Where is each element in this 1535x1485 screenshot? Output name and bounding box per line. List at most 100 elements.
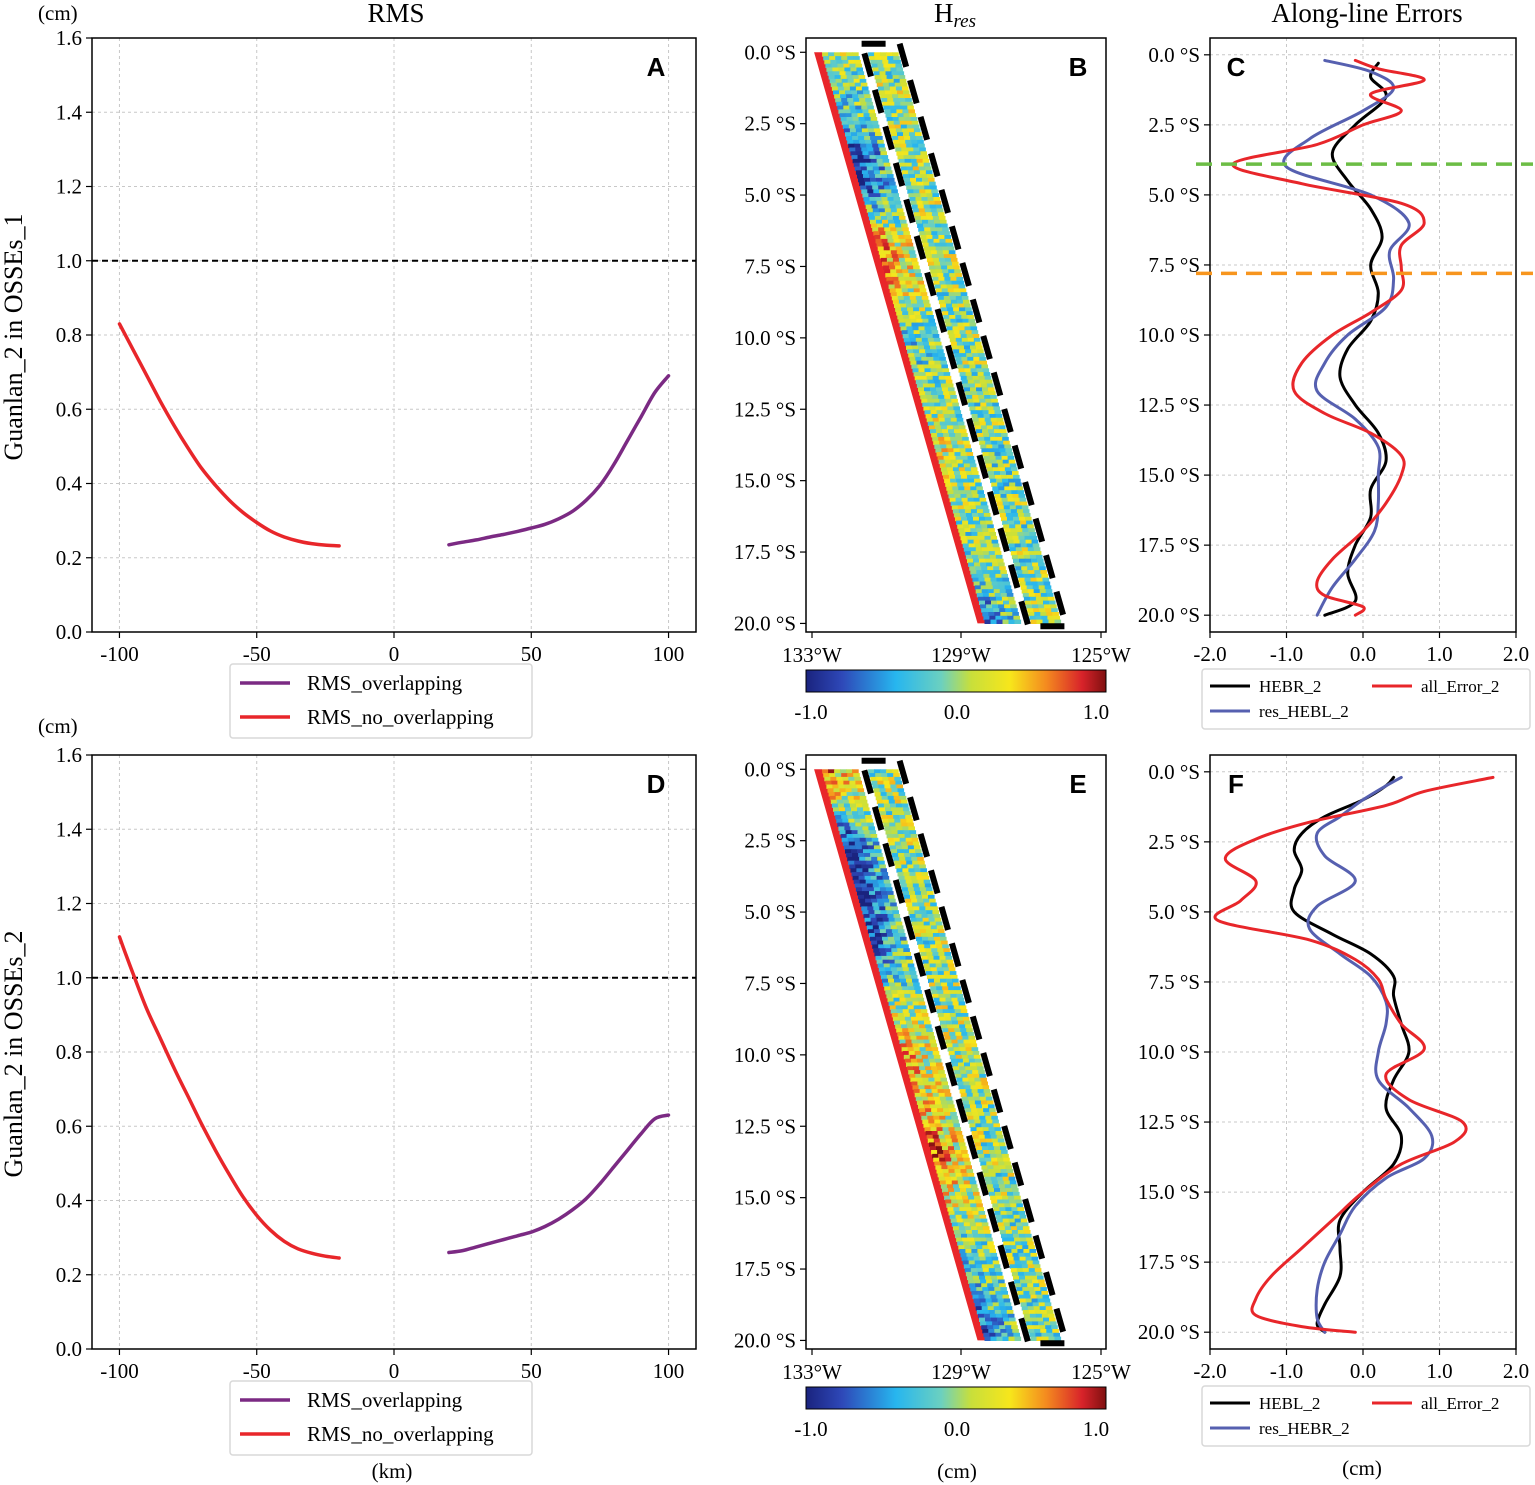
heatmap-cell xyxy=(950,395,957,400)
heatmap-cell xyxy=(892,75,900,80)
heatmap-cell xyxy=(940,959,948,965)
heatmap-cell xyxy=(930,967,938,972)
heatmap-cell xyxy=(911,1039,919,1044)
heatmap-cell xyxy=(919,864,926,869)
heatmap-cell xyxy=(936,368,944,373)
heatmap-cell xyxy=(900,284,908,289)
heatmap-cell xyxy=(980,501,988,506)
heatmap-cell xyxy=(895,822,902,827)
heatmap-cell xyxy=(883,921,891,926)
heatmap-cell xyxy=(824,59,831,65)
heatmap-cell xyxy=(955,1131,963,1136)
heatmap-cell xyxy=(909,155,917,160)
heatmap-cell xyxy=(910,875,918,881)
heatmap-cell xyxy=(914,1009,922,1014)
heatmap-cell xyxy=(939,238,947,244)
heatmap-cell xyxy=(985,1256,993,1262)
heatmap-cell xyxy=(917,162,925,168)
heatmap-cell xyxy=(953,1047,961,1052)
heatmap-cell xyxy=(956,1237,963,1242)
heatmap-cell xyxy=(974,341,982,347)
heatmap-cell xyxy=(868,933,876,938)
heatmap-cell xyxy=(985,1317,992,1322)
heatmap-cell xyxy=(948,986,955,991)
heatmap-cell xyxy=(896,868,903,873)
heatmap-cell xyxy=(875,773,882,778)
heatmap-cell xyxy=(870,917,878,923)
heatmap-cell xyxy=(895,147,902,152)
heatmap-cell xyxy=(899,856,906,862)
heatmap-cell xyxy=(888,219,895,225)
heatmap-cell xyxy=(876,219,883,225)
swath-group xyxy=(814,769,1062,1341)
tick-label-y: 2.5 °S xyxy=(1148,830,1200,854)
heatmap-cell xyxy=(912,284,920,289)
heatmap-cell xyxy=(966,1188,973,1193)
heatmap-cell xyxy=(983,1332,990,1338)
heatmap-cell xyxy=(881,78,889,84)
heatmap-cell xyxy=(904,1035,911,1041)
heatmap-cell xyxy=(911,856,918,862)
heatmap-cell xyxy=(916,894,923,900)
heatmap-cell xyxy=(980,1077,987,1083)
heatmap-cell xyxy=(847,837,855,843)
heatmap-cell xyxy=(970,1184,978,1189)
heatmap-cell xyxy=(1053,615,1060,621)
heatmap-cell xyxy=(883,86,891,91)
heatmap-cell xyxy=(929,1123,936,1128)
heatmap-cell xyxy=(927,174,934,179)
legend-label-overlapping: RMS_overlapping xyxy=(307,671,463,695)
heatmap-cell xyxy=(948,967,956,972)
heatmap-cell xyxy=(915,872,923,877)
heatmap-cell xyxy=(902,151,909,156)
heatmap-cell xyxy=(890,967,898,972)
heatmap-cell xyxy=(1016,486,1023,491)
heatmap-cell xyxy=(986,467,994,472)
heatmap-cell xyxy=(849,803,857,808)
heatmap-cell xyxy=(992,1184,1000,1189)
heatmap-cell xyxy=(979,1115,986,1121)
heatmap-cell xyxy=(850,784,857,789)
panel-d-rms-chart: -100 -50 0 50 1000.00.20.40.60.81.01.21.41.6… xyxy=(56,743,697,1383)
heatmap-cell xyxy=(984,1294,992,1300)
heatmap-cell xyxy=(1010,509,1018,514)
plot-frame xyxy=(1209,754,1517,1350)
heatmap-cell xyxy=(1032,1260,1040,1265)
heatmap-cell xyxy=(889,898,896,904)
heatmap-cell xyxy=(889,105,896,110)
heatmap-cell xyxy=(945,463,953,468)
heatmap-cell xyxy=(898,974,906,980)
heatmap-cell xyxy=(888,959,896,965)
heatmap-cell xyxy=(910,894,917,900)
heatmap-cell xyxy=(933,1157,940,1163)
heatmap-cell xyxy=(1008,1237,1015,1242)
heatmap-cell xyxy=(935,246,943,251)
heatmap-cell xyxy=(867,212,875,217)
heatmap-cell xyxy=(975,505,983,510)
plot-frame xyxy=(805,754,1107,1350)
heatmap-cell xyxy=(1004,444,1011,449)
heatmap-cell xyxy=(837,780,844,786)
heatmap-cell xyxy=(912,1001,920,1006)
heatmap-cell xyxy=(979,440,986,446)
heatmap-cell xyxy=(884,826,891,831)
heatmap-cell xyxy=(965,490,972,495)
heatmap-cell xyxy=(852,853,859,858)
heatmap-cell xyxy=(964,509,972,514)
heatmap-cell xyxy=(904,853,911,858)
heatmap-cell xyxy=(956,299,964,305)
heatmap-cell xyxy=(912,841,920,846)
heatmap-cell xyxy=(944,395,951,400)
heatmap-cell xyxy=(1008,1218,1016,1223)
heatmap-cell xyxy=(931,231,938,236)
heatmap-cell xyxy=(856,826,863,831)
series-line-res-hebr-2 xyxy=(1306,775,1435,1334)
heatmap-cell xyxy=(981,1081,988,1086)
heatmap-cell xyxy=(981,1325,988,1330)
heatmap-cell xyxy=(924,326,932,331)
heatmap-cell xyxy=(857,90,864,95)
heatmap-cell xyxy=(921,315,928,320)
heatmap-cell xyxy=(978,1252,986,1258)
heatmap-cell xyxy=(851,849,858,854)
heatmap-cell xyxy=(936,1127,944,1132)
